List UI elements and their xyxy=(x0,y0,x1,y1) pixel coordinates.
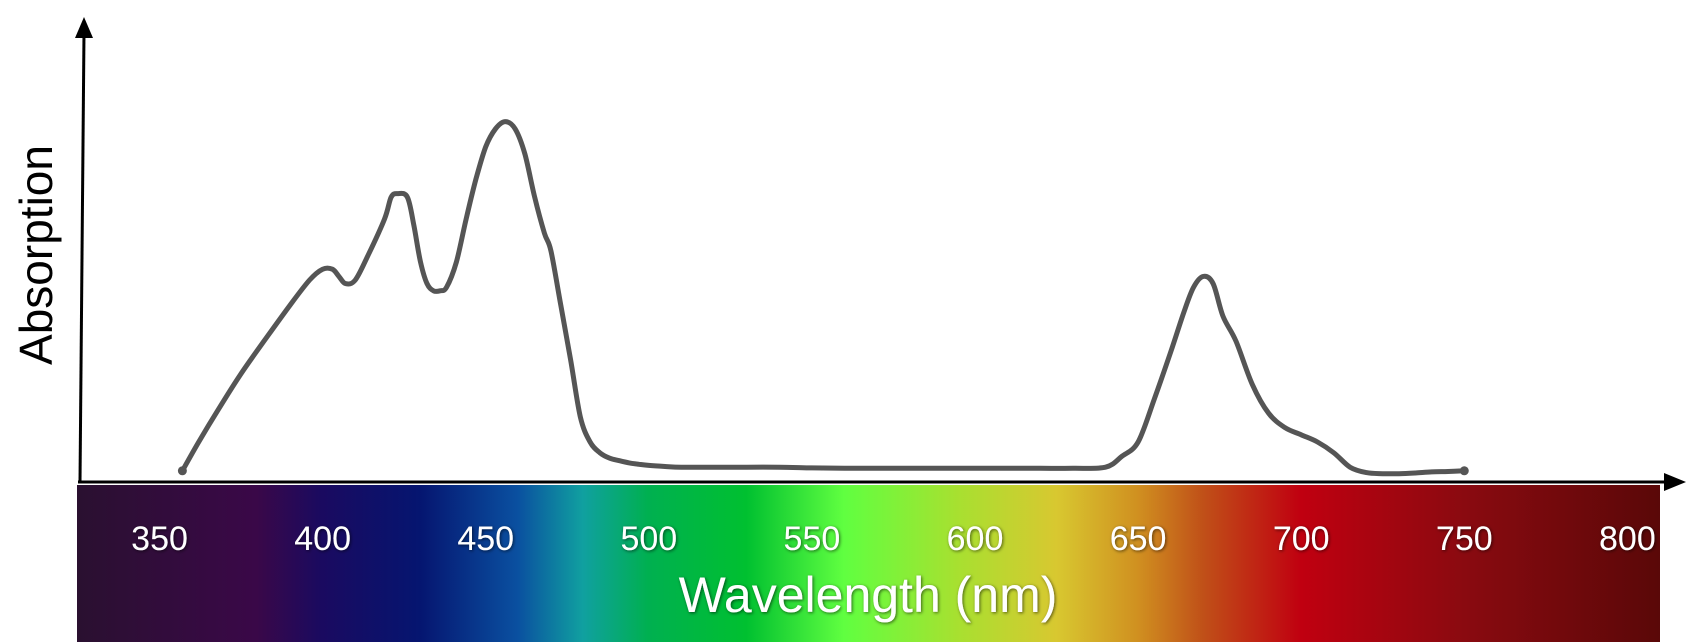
x-tick-labels: 350 400 450 500 550 600 650 700 750 800 xyxy=(131,520,1656,558)
x-tick-label-450: 450 xyxy=(457,520,514,558)
y-axis-title: Absorption xyxy=(10,145,62,365)
x-tick-label-350: 350 xyxy=(131,520,188,558)
x-tick-label-750: 750 xyxy=(1436,520,1493,558)
y-axis-line xyxy=(78,31,86,483)
x-tick-label-800: 800 xyxy=(1599,520,1656,558)
y-axis xyxy=(75,17,93,483)
absorption-series-line-0 xyxy=(179,119,1467,477)
series-start-point xyxy=(177,466,187,476)
y-axis-arrowhead xyxy=(75,17,93,38)
x-axis xyxy=(78,473,1686,491)
x-tick-label-650: 650 xyxy=(1110,520,1167,558)
series-end-point xyxy=(1459,466,1469,476)
x-tick-label-500: 500 xyxy=(620,520,677,558)
wavelength-spectrum-band xyxy=(77,485,1660,642)
x-axis-title: Wavelength (nm) xyxy=(679,567,1058,623)
x-axis-arrowhead xyxy=(1664,473,1686,491)
x-tick-label-600: 600 xyxy=(947,520,1004,558)
x-tick-label-550: 550 xyxy=(784,520,841,558)
x-tick-label-400: 400 xyxy=(294,520,351,558)
series-layer xyxy=(177,119,1469,477)
x-tick-label-700: 700 xyxy=(1273,520,1330,558)
